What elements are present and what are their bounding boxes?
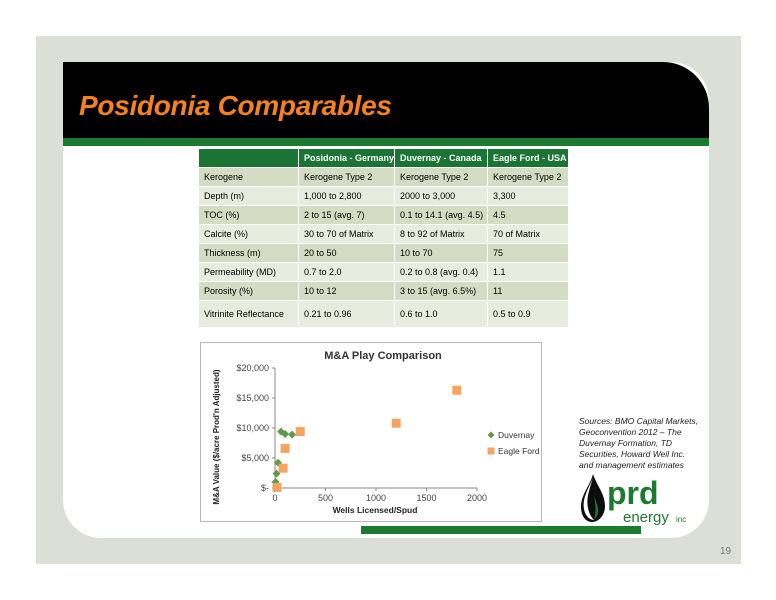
table-cell: Vitrinite Reflectance: [198, 300, 299, 328]
table-cell: Kerogene Type 2: [394, 167, 489, 187]
table-cell: Calcite (%): [198, 224, 299, 244]
chart-container: M&A Play Comparison M&A Value ($/acre Pr…: [200, 342, 542, 522]
company-logo: prd energy inc: [581, 474, 686, 526]
table-header-cell: Duvernay - Canada: [394, 148, 489, 168]
chart-plot-area: $- $5,000 $10,000 $15,000 $20,000 0 500 1000 150…: [236, 363, 487, 503]
table-cell: Thickness (m): [198, 243, 299, 263]
table-header-row: Posidonia - Germany Duvernay - Canada Ea…: [198, 148, 570, 168]
data-point-eagle-ford: [280, 443, 290, 453]
table-row: Calcite (%) 30 to 70 of Matrix 8 to 92 o…: [198, 224, 570, 244]
table-header-cell: Eagle Ford - USA: [487, 148, 570, 168]
data-point-eagle-ford: [391, 418, 401, 428]
table-cell: Kerogene Type 2: [297, 167, 396, 187]
table-cell: 10 to 12: [297, 281, 396, 301]
y-tick-label: $20,000: [236, 363, 269, 373]
table-header-cell: Posidonia - Germany: [297, 148, 396, 168]
chart-legend: Duvernay Eagle Ford: [487, 430, 540, 456]
y-tick-label: $15,000: [236, 393, 269, 403]
table-cell: Permeability (MD): [198, 262, 299, 282]
table-cell: 30 to 70 of Matrix: [297, 224, 396, 244]
data-point-duvernay: [281, 430, 290, 438]
table-cell: 75: [487, 243, 570, 263]
title-underline: [63, 138, 709, 146]
table-row: Porosity (%) 10 to 12 3 to 15 (avg. 6.5%…: [198, 281, 570, 301]
x-tick-label: 1500: [416, 493, 436, 503]
table-row: Kerogene Kerogene Type 2 Kerogene Type 2…: [198, 167, 570, 187]
logo-drop-highlight: [583, 478, 594, 520]
page-number: 19: [720, 546, 732, 557]
table-cell: 0.21 to 0.96: [297, 300, 396, 328]
data-point-eagle-ford: [452, 385, 462, 395]
chart-y-axis-label: M&A Value ($/acre Prod'n Adjusted): [212, 369, 221, 504]
table-cell: 20 to 50: [297, 243, 396, 263]
title-bar: Posidonia Comparables: [63, 62, 709, 146]
y-tick-label: $10,000: [236, 423, 269, 433]
logo-drop-green: [594, 496, 599, 520]
slide-title: Posidonia Comparables: [79, 90, 392, 121]
data-point-duvernay: [272, 469, 281, 478]
table-cell: 4.5: [487, 205, 570, 225]
table-header-cell: [198, 148, 299, 168]
legend-marker: [487, 447, 495, 455]
x-tick-label: 0: [272, 493, 277, 503]
data-point-eagle-ford: [278, 463, 288, 473]
table-cell: 2000 to 3,000: [394, 186, 489, 206]
table-cell: 0.7 to 2.0: [297, 262, 396, 282]
legend-label: Eagle Ford: [498, 446, 540, 456]
legend-label: Duvernay: [498, 430, 535, 440]
logo-suffix-text: inc: [676, 515, 686, 524]
table-cell: 8 to 92 of Matrix: [394, 224, 489, 244]
logo-sub-text: energy: [623, 509, 669, 526]
table-cell: 3 to 15 (avg. 6.5%): [394, 281, 489, 301]
x-tick-label: 2000: [467, 493, 487, 503]
table-cell: TOC (%): [198, 205, 299, 225]
table-cell: Porosity (%): [198, 281, 299, 301]
table-cell: 10 to 70: [394, 243, 489, 263]
data-point-eagle-ford: [295, 427, 305, 437]
sources-note: Sources: BMO Capital Markets, Geoconvent…: [579, 416, 699, 470]
table-cell: 11: [487, 281, 570, 301]
y-tick-label: $5,000: [241, 453, 269, 463]
table-cell: 0.5 to 0.9: [487, 300, 570, 328]
comparables-table: Posidonia - Germany Duvernay - Canada Ea…: [198, 148, 570, 328]
data-point-eagle-ford: [272, 482, 282, 492]
chart-title: M&A Play Comparison: [324, 350, 442, 362]
table-cell: 3,300: [487, 186, 570, 206]
table-row: TOC (%) 2 to 15 (avg. 7) 0.1 to 14.1 (av…: [198, 205, 570, 225]
scatter-chart: M&A Play Comparison M&A Value ($/acre Pr…: [212, 350, 540, 515]
slide-panel: Posidonia Comparables Posidonia - German…: [63, 62, 709, 538]
table-cell: 70 of Matrix: [487, 224, 570, 244]
table-row: Permeability (MD) 0.7 to 2.0 0.2 to 0.8 …: [198, 262, 570, 282]
table-cell: Kerogene: [198, 167, 299, 187]
table-cell: Depth (m): [198, 186, 299, 206]
table-cell: 0.6 to 1.0: [394, 300, 489, 328]
table-cell: Kerogene Type 2: [487, 167, 570, 187]
y-tick-label: $-: [261, 483, 269, 493]
table-cell: 2 to 15 (avg. 7): [297, 205, 396, 225]
data-point-duvernay: [288, 430, 297, 439]
table-cell: 1,000 to 2,800: [297, 186, 396, 206]
table-row: Thickness (m) 20 to 50 10 to 70 75: [198, 243, 570, 263]
x-tick-label: 500: [318, 493, 333, 503]
table-row: Depth (m) 1,000 to 2,800 2000 to 3,000 3…: [198, 186, 570, 206]
data-point-duvernay: [277, 427, 286, 436]
table-cell: 0.1 to 14.1 (avg. 4.5): [394, 205, 489, 225]
table-cell: 1.1: [487, 262, 570, 282]
legend-marker: [487, 431, 495, 439]
table-cell: 0.2 to 0.8 (avg. 0.4): [394, 262, 489, 282]
x-tick-label: 1000: [366, 493, 386, 503]
logo-brand-text: prd: [607, 475, 659, 511]
bottom-accent-bar: [361, 526, 641, 534]
table-row: Vitrinite Reflectance 0.21 to 0.96 0.6 t…: [198, 300, 570, 328]
chart-x-axis-label: Wells Licensed/Spud: [333, 505, 418, 515]
